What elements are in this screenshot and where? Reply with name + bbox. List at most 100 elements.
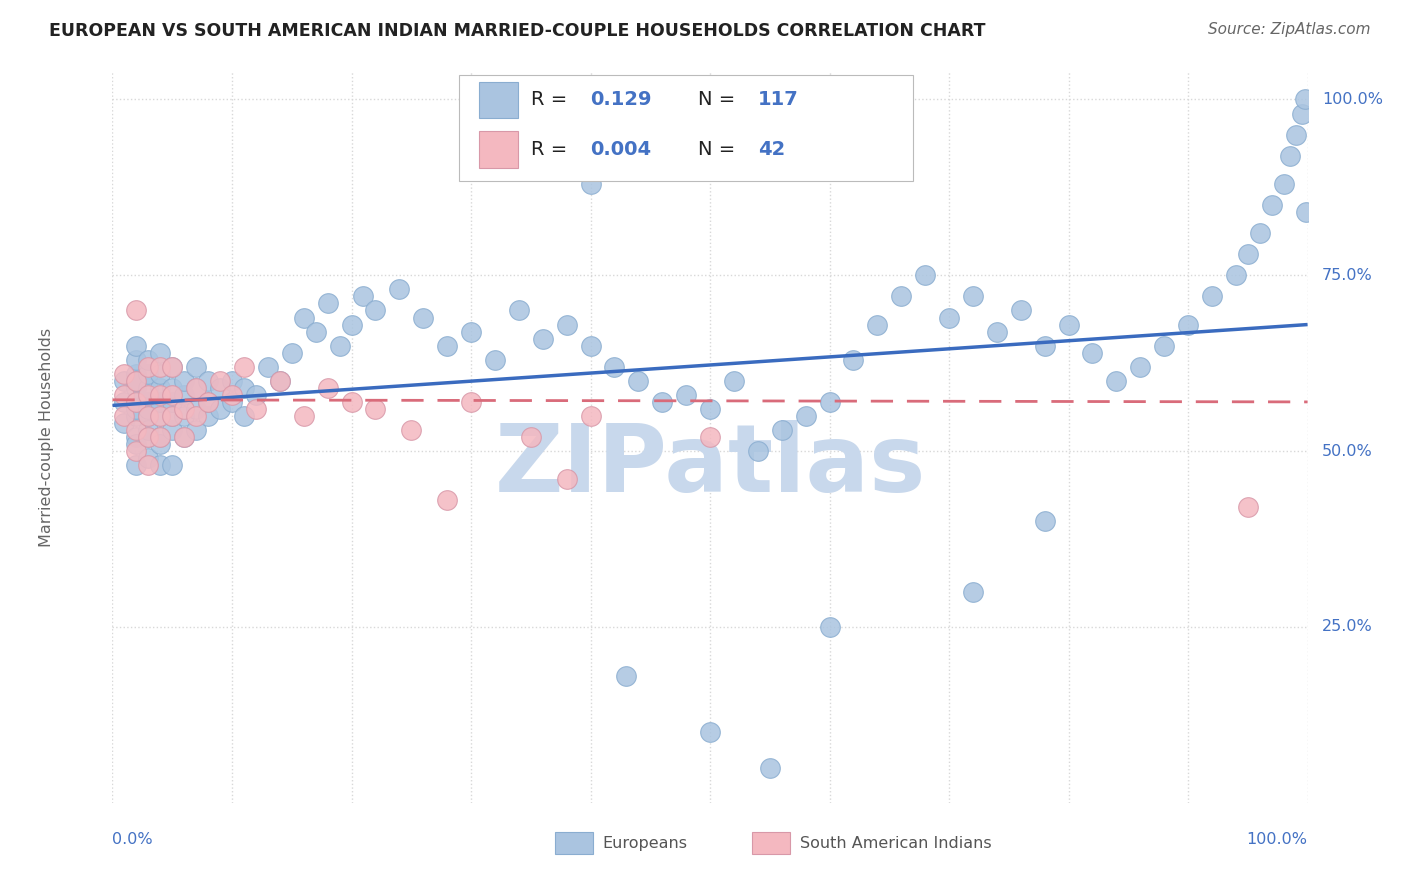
Point — [1295, 205, 1317, 219]
Text: 100.0%: 100.0% — [1322, 92, 1384, 107]
Point — [579, 177, 602, 191]
Point — [138, 409, 160, 423]
Point — [149, 388, 172, 402]
Point — [1105, 374, 1128, 388]
Point — [138, 423, 160, 437]
Point — [173, 401, 195, 416]
Bar — [554, 832, 593, 854]
Point — [173, 374, 195, 388]
Point — [401, 423, 423, 437]
Point — [962, 289, 984, 303]
Point — [138, 395, 160, 409]
Point — [149, 395, 172, 409]
Point — [699, 725, 721, 739]
Point — [794, 409, 817, 423]
Point — [162, 381, 183, 395]
Point — [114, 395, 135, 409]
Point — [162, 359, 183, 374]
Point — [484, 352, 506, 367]
Point — [125, 352, 148, 367]
Point — [149, 345, 172, 359]
Point — [555, 318, 578, 332]
Point — [125, 401, 148, 416]
Point — [125, 423, 148, 437]
Point — [138, 451, 160, 466]
Point — [520, 430, 543, 444]
Point — [292, 310, 315, 325]
Point — [603, 359, 626, 374]
Text: Europeans: Europeans — [603, 836, 688, 851]
Point — [316, 296, 339, 310]
Point — [114, 409, 135, 423]
Point — [125, 430, 148, 444]
Point — [866, 318, 889, 332]
Point — [269, 374, 291, 388]
Point — [1249, 226, 1271, 240]
Point — [436, 493, 458, 508]
Text: 0.0%: 0.0% — [112, 832, 153, 847]
Text: ZIPatlas: ZIPatlas — [495, 420, 925, 512]
Point — [436, 339, 458, 353]
Point — [186, 381, 208, 395]
Point — [197, 395, 219, 409]
Point — [125, 409, 148, 423]
Point — [186, 423, 208, 437]
Point — [149, 359, 172, 374]
Point — [340, 395, 363, 409]
Text: 50.0%: 50.0% — [1322, 443, 1372, 458]
Point — [125, 374, 148, 388]
Point — [162, 359, 183, 374]
Point — [531, 332, 554, 346]
Bar — [479, 131, 517, 168]
FancyBboxPatch shape — [458, 75, 914, 181]
Point — [245, 388, 267, 402]
Point — [186, 409, 208, 423]
Point — [1294, 93, 1316, 107]
Point — [1177, 318, 1199, 332]
Point — [186, 401, 208, 416]
Point — [1201, 289, 1223, 303]
Point — [173, 430, 195, 444]
Point — [352, 289, 374, 303]
Point — [138, 388, 160, 402]
Point — [329, 339, 352, 353]
Point — [138, 401, 160, 416]
Point — [818, 395, 841, 409]
Point — [1033, 515, 1056, 529]
Point — [1285, 128, 1308, 142]
Text: Married-couple Households: Married-couple Households — [39, 327, 55, 547]
Point — [233, 409, 256, 423]
Point — [197, 409, 219, 423]
Point — [305, 325, 328, 339]
Point — [149, 430, 172, 444]
Point — [173, 388, 195, 402]
Point — [269, 374, 291, 388]
Point — [1057, 318, 1080, 332]
Text: 0.129: 0.129 — [591, 90, 652, 110]
Point — [616, 669, 638, 683]
Point — [1237, 500, 1260, 515]
Point — [138, 352, 160, 367]
Point — [460, 395, 482, 409]
Point — [162, 458, 183, 473]
Point — [149, 381, 172, 395]
Point — [986, 325, 1008, 339]
Point — [125, 303, 148, 318]
Bar — [752, 832, 790, 854]
Point — [1033, 339, 1056, 353]
Point — [388, 282, 411, 296]
Point — [149, 458, 172, 473]
Point — [125, 458, 148, 473]
Point — [842, 352, 865, 367]
Point — [221, 395, 243, 409]
Text: R =: R = — [531, 140, 574, 159]
Point — [675, 388, 697, 402]
Text: 75.0%: 75.0% — [1322, 268, 1372, 283]
Point — [125, 437, 148, 451]
Point — [162, 423, 183, 437]
Point — [114, 416, 135, 430]
Text: 25.0%: 25.0% — [1322, 619, 1372, 634]
Point — [699, 430, 721, 444]
Point — [125, 339, 148, 353]
Text: 42: 42 — [758, 140, 785, 159]
